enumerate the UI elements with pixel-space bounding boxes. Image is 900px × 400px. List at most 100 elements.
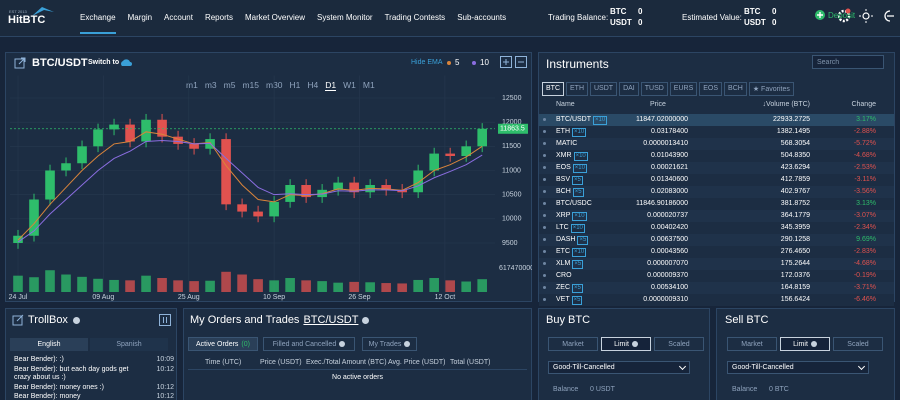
price-cell: 0.000009370 [647,272,688,279]
timeframe[interactable]: H1 [289,80,301,90]
deposit-button[interactable]: Deposit [828,11,856,20]
help-icon[interactable] [72,316,80,324]
popout-icon[interactable] [14,57,26,69]
time-in-force-select[interactable]: Good-Till-Cancelled [727,361,869,374]
language-tab[interactable]: Spanish [90,338,168,351]
nav-item[interactable]: System Monitor [316,13,373,22]
row-dot [543,250,546,253]
y-tick-label: 10500 [502,192,522,199]
search-input[interactable]: Search [812,55,884,69]
timeframe[interactable]: m5 [223,80,236,90]
price-cell: 0.01340600 [651,176,688,183]
instrument-row[interactable]: ZEC ×5 0.00534100 164.8159 -3.71% [539,282,894,294]
timeframe[interactable]: D1 [325,80,337,91]
switch-label[interactable]: Switch to [88,59,120,66]
ema-toggle[interactable]: Hide EMA [411,59,443,66]
column-header[interactable]: ↓Volume (BTC) [762,101,810,108]
instrument-tab[interactable]: BCH [724,82,747,96]
message-text: money [59,393,81,400]
instrument-row[interactable]: EOS ×10 0.00021621 423.6294 -2.53% [539,162,894,174]
name-cell: BCH ×5 [556,188,584,197]
instrument-tab[interactable]: BTC [542,82,564,96]
instrument-row[interactable]: BTC/USDT ×10 11847.02000000 22933.2725 3.17% [539,114,894,126]
instrument-row[interactable]: BCH ×5 0.02083000 402.9767 -3.56% [539,186,894,198]
instrument-row[interactable]: BSV ×5 0.01340600 412.7859 -3.11% [539,174,894,186]
column-header[interactable]: Change [851,101,876,108]
nav-item[interactable]: Account [164,13,193,22]
order-type-tab[interactable]: Limit [601,337,651,351]
instrument-tab[interactable]: DAI [619,82,639,96]
instrument-row[interactable]: XRP ×10 0.000020737 364.1779 -3.07% [539,210,894,222]
timeframe[interactable]: m3 [204,80,217,90]
volume-bar [173,280,183,292]
instrument-row[interactable]: MATIC 0.0000013410 568.3054 -5.72% [539,138,894,150]
nav-item[interactable]: Sub-accounts [457,13,507,22]
language-tab[interactable]: English [10,338,88,351]
timeframe[interactable]: M1 [362,80,375,90]
instrument-row[interactable]: ETH ×10 0.03178400 1382.1495 -2.88% [539,126,894,138]
price-cell: 0.02083000 [651,188,688,195]
trollbox-icon[interactable] [12,314,24,326]
nav-item[interactable]: Margin [127,13,153,22]
instrument-row[interactable]: CRO 0.000009370 172.0376 -0.19% [539,270,894,282]
order-type-tab[interactable]: Market [548,337,598,351]
nav-item[interactable]: Trading Contests [384,13,446,22]
candle-body [237,204,247,212]
instrument-tab[interactable]: EURS [669,82,698,96]
order-type-tab[interactable]: Market [727,337,777,351]
order-type-tab[interactable]: Limit [780,337,830,351]
buy-panel [538,308,710,400]
orders-tab[interactable]: My Trades [362,337,417,351]
help-icon[interactable] [339,341,346,347]
cloud-icon[interactable] [119,58,133,67]
instrument-name: ETH [556,128,570,135]
change-cell: -2.53% [853,164,876,171]
change-cell: -3.56% [853,188,876,195]
nav-item[interactable]: Market Overview [244,13,305,22]
pair-link[interactable]: BTC/USDT [303,314,359,326]
y-tick-label: 9500 [502,240,518,247]
instrument-tab[interactable]: TUSD [640,82,668,96]
column-header[interactable]: Name [556,101,575,108]
instrument-tab[interactable]: ★ Favorites [748,82,794,96]
volume-bar [349,281,359,292]
instrument-tab[interactable]: USDT [590,82,618,96]
deposit-icon[interactable] [814,9,826,21]
change-cell: 3.17% [856,116,876,123]
instrument-row[interactable]: XLM ×5 0.000007070 175.2644 -4.68% [539,258,894,270]
instrument-row[interactable]: VET ×5 0.0000009310 156.6424 -6.46% [539,294,894,306]
instrument-row[interactable]: XMR ×10 0.01043900 504.8350 -4.68% [539,150,894,162]
row-dot [543,190,546,193]
instrument-row[interactable]: ETC ×10 0.00043560 276.4650 -2.83% [539,246,894,258]
timeframe[interactable]: H4 [307,80,319,90]
timeframe[interactable]: m1 [186,80,198,90]
instrument-row[interactable]: DASH ×5 0.00637500 290.1258 9.69% [539,234,894,246]
help-icon[interactable] [810,341,817,347]
candle-body [461,146,471,156]
candle-body [93,129,103,147]
time-in-force-select[interactable]: Good-Till-Cancelled [548,361,690,374]
order-type-tab[interactable]: Scaled [833,337,883,351]
zoom-buttons[interactable] [500,56,528,68]
volume-bar [445,280,455,292]
header-icons[interactable] [838,8,896,24]
instrument-tab[interactable]: ETH [566,82,588,96]
nav-item[interactable]: Exchange [80,13,116,34]
help-icon[interactable] [362,316,370,324]
order-type-tab[interactable]: Scaled [654,337,704,351]
orders-tab[interactable]: Active Orders (0) [188,337,258,351]
instrument-row[interactable]: LTC ×10 0.00402420 345.3959 -2.34% [539,222,894,234]
instrument-row[interactable]: BTC/USDC 11846.90186000 381.8752 3.13% [539,198,894,210]
help-icon[interactable] [631,341,638,347]
message-author: Bear Bender): [14,393,58,400]
timeframe[interactable]: m15 [242,80,259,90]
timeframe[interactable]: W1 [343,80,356,90]
column-header[interactable]: Price [650,101,666,108]
nav-item[interactable]: Reports [204,13,233,22]
price-cell: 0.000020737 [647,212,688,219]
instrument-tab[interactable]: EOS [699,82,723,96]
orders-tab[interactable]: Filled and Cancelled [263,337,355,351]
select-chevron [857,362,866,371]
help-icon[interactable] [404,341,411,347]
pause-icon[interactable] [159,314,171,326]
